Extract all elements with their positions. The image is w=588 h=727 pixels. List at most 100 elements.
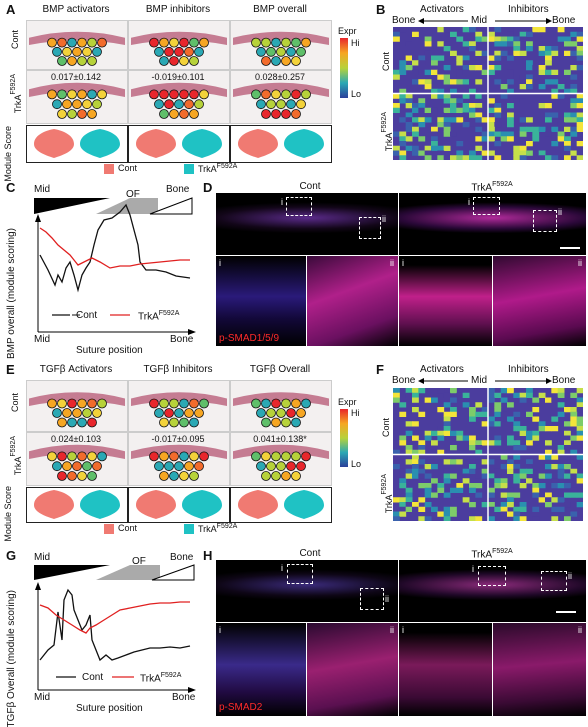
heatmap-cell [526,79,533,85]
heatmap-cell [462,478,470,484]
heatmap-cell [545,497,552,503]
heatmap-cell [393,435,400,441]
heatmap-cell [405,459,413,465]
c-line-trka [39,227,190,269]
heatmap-cell [576,103,583,109]
expression-spot [281,56,291,66]
heatmap-cell [551,516,559,521]
heatmap-cell [545,117,552,123]
g-line-cont [39,588,191,662]
heatmap-cell [412,60,419,66]
heatmap-cell [551,397,559,403]
tissue-outline [233,392,329,406]
e-legend-cont-swatch [104,524,114,534]
heatmap-cell [450,98,457,104]
b-heatmap [393,27,583,160]
heatmap-cell [431,430,438,436]
heatmap-cell [545,426,552,432]
heatmap-cell [431,136,438,142]
heatmap-cell [469,103,476,109]
expression-spot [62,99,72,110]
expression-spot [47,37,57,48]
tissue-outline [233,82,329,97]
expression-spot [164,99,174,110]
heatmap-cell [494,55,502,61]
heatmap-cell [545,131,552,137]
heatmap-cell [393,464,400,470]
expression-spot [266,46,276,57]
expression-spot [199,451,209,462]
heatmap-cell [443,122,451,128]
heatmap-cell [456,150,464,156]
heatmap-cell [538,103,546,109]
expression-spot [296,99,306,110]
expression-spot [77,56,87,66]
expression-spot [72,46,82,57]
heatmap-cell [393,103,400,109]
heatmap-cell [469,88,476,94]
expression-spot [169,398,179,409]
heatmap-cell [538,426,546,432]
heatmap-cell [418,483,426,489]
heatmap-cell [450,155,457,160]
heatmap-cell [469,150,476,156]
heatmap-cell [450,74,457,80]
heatmap-cell [519,84,527,90]
heatmap-cell [412,145,419,151]
g-top-mid: Mid [34,552,51,563]
heatmap-cell [405,98,413,104]
heatmap-cell [393,131,400,137]
heatmap-cell [500,93,508,99]
heatmap-cell [507,112,514,118]
expression-spot [261,417,271,428]
expression-spot [52,46,62,57]
heatmap-cell [538,497,546,503]
expression-spot [154,46,164,57]
d-stain-label: p-SMAD1/5/9 [219,333,280,344]
heatmap-cell [519,155,527,160]
heatmap-cell [576,50,583,56]
heatmap-cell [488,131,495,137]
heatmap-cell [437,487,445,493]
heatmap-cell [443,131,451,137]
heatmap-cell [519,36,527,42]
b-header-inhibitors: Inhibitors [508,4,549,15]
heatmap-cell [526,440,533,446]
h-micrograph-cont-ii [307,623,398,716]
heatmap-cell [564,145,571,151]
heatmap-cell [418,98,426,104]
expression-spot [286,99,296,110]
expression-spot [179,451,189,462]
heatmap-cell [494,112,502,118]
heatmap-cell [551,112,559,118]
expression-spot [184,46,194,57]
heatmap-cell [431,145,438,151]
heatmap-cell [443,65,451,71]
heatmap-cell [418,55,426,61]
heatmap-cell [532,516,540,521]
expression-spot [296,46,306,57]
heatmap-cell [399,69,407,75]
e-colorbar-hi: Hi [351,408,360,418]
heatmap-cell [532,487,540,493]
expression-spot [154,461,164,472]
heatmap-cell [450,411,457,417]
heatmap-cell [412,131,419,137]
heatmap-cell [462,155,470,160]
expression-spot [189,471,199,481]
heatmap-cell [405,445,413,451]
heatmap-cell [450,117,457,123]
heatmap-cell [576,426,583,432]
expression-spot [194,99,204,110]
heatmap-cell [437,511,445,517]
heatmap-cell [437,117,445,123]
heatmap-cell [570,421,578,427]
heatmap-cell [564,36,571,42]
heatmap-cell [564,445,571,451]
heatmap-cell [526,478,533,484]
heatmap-cell [418,445,426,451]
heatmap-cell [519,502,527,508]
violin-shape [34,129,74,158]
heatmap-cell [469,65,476,71]
heatmap-cell [551,126,559,132]
